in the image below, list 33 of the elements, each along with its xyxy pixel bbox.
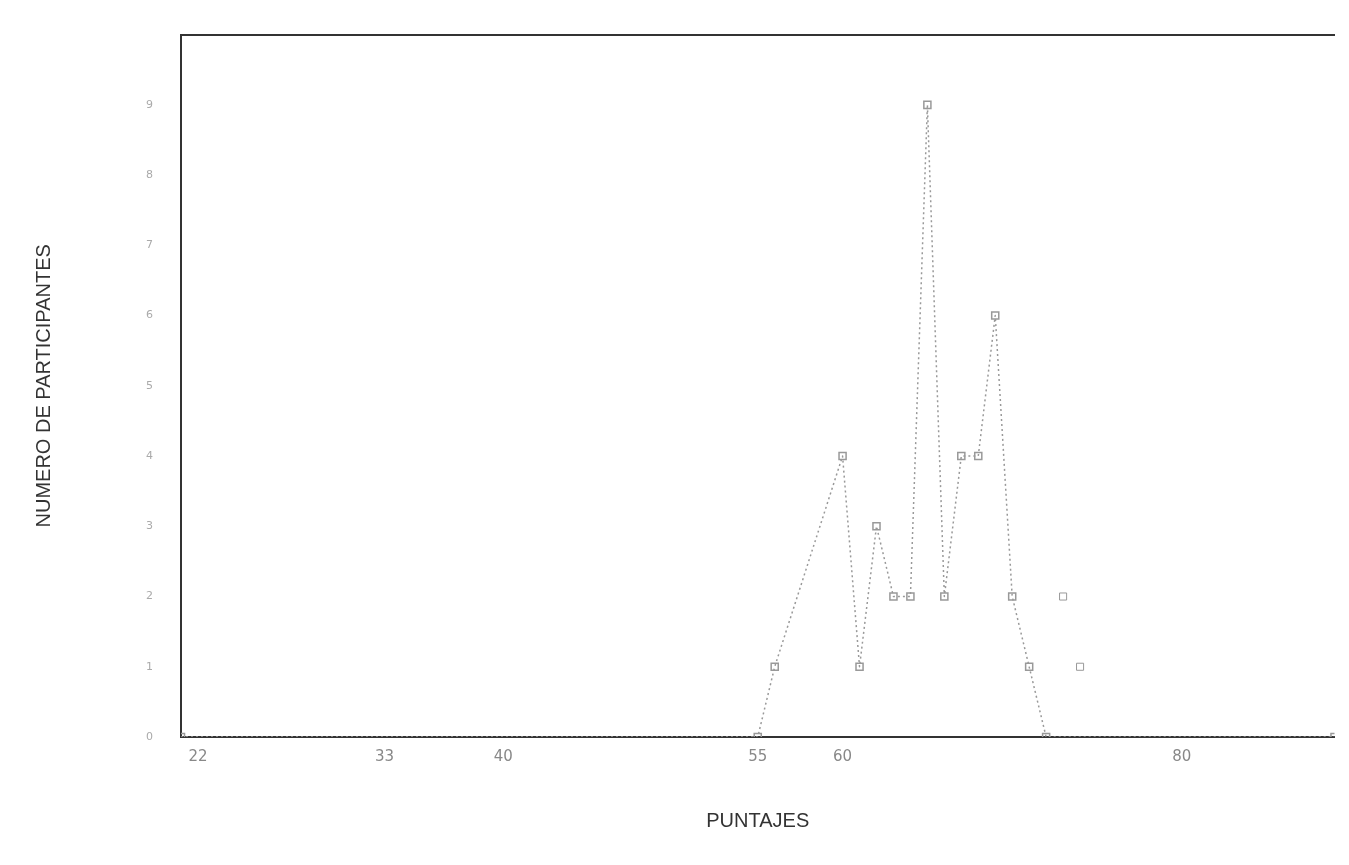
y-tick-label: 9 [146,97,153,111]
y-tick-label: 5 [146,378,153,392]
point [872,521,881,531]
point [973,451,983,461]
point [1024,662,1034,672]
y-tick-label: 8 [146,167,153,181]
x-tick-label: 22 [188,746,208,765]
point [855,662,864,672]
point [838,451,847,461]
point [957,451,966,461]
x-tick-label: 33 [375,746,395,765]
y-tick-label: 1 [146,659,153,673]
x-tick-label: 80 [1172,746,1192,765]
point [990,311,1000,320]
point [923,100,932,110]
point [1059,592,1068,601]
y-tick-label: 2 [146,589,153,603]
y-axis-title: NUMERO DE PARTICIPANTES [31,244,54,528]
y-tick-label: 6 [146,308,153,322]
y-tick-label: 7 [146,238,153,252]
x-tick-label: 60 [833,746,853,765]
point [1076,662,1085,671]
x-axis-title: PUNTAJES [706,808,810,831]
y-tick-label: 4 [146,448,153,462]
point [940,592,949,601]
point [770,662,779,672]
point [906,592,915,601]
y-tick-label: 3 [146,519,153,533]
point [889,592,898,601]
point [1007,592,1017,601]
x-tick-label: 40 [493,746,513,765]
x-tick-label: 55 [748,746,768,765]
y-tick-label: 0 [146,729,153,743]
